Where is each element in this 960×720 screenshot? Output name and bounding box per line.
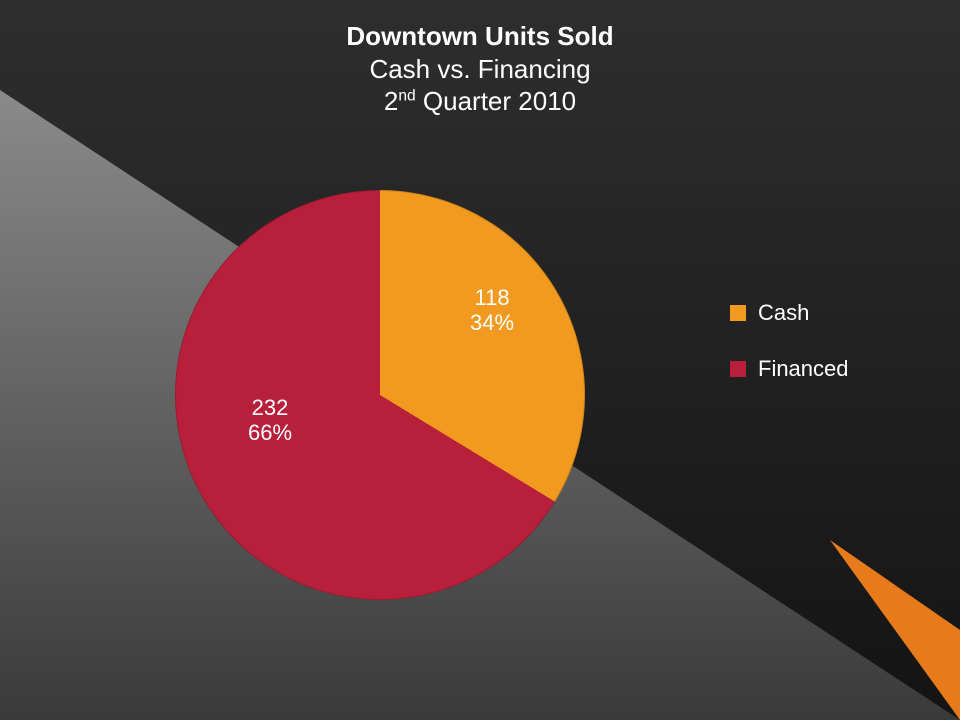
legend: Cash Financed [730, 300, 849, 412]
chart-title-line3-super: nd [398, 87, 415, 104]
legend-label-cash: Cash [758, 300, 809, 326]
slide-stage: Downtown Units Sold Cash vs. Financing 2… [0, 0, 960, 720]
chart-title-line3-prefix: 2 [384, 86, 398, 116]
slice-percent-cash: 34% [470, 310, 514, 335]
slice-label-cash: 118 34% [470, 285, 514, 336]
legend-swatch-cash [730, 305, 746, 321]
pie-chart [175, 190, 585, 600]
legend-item-cash: Cash [730, 300, 849, 326]
chart-title-line3: 2nd Quarter 2010 [0, 85, 960, 118]
chart-title-block: Downtown Units Sold Cash vs. Financing 2… [0, 20, 960, 118]
legend-item-financed: Financed [730, 356, 849, 382]
chart-title-line1: Downtown Units Sold [0, 20, 960, 53]
slice-value-financed: 232 [252, 395, 289, 420]
legend-swatch-financed [730, 361, 746, 377]
slice-label-financed: 232 66% [248, 395, 292, 446]
chart-title-line2: Cash vs. Financing [0, 53, 960, 86]
legend-label-financed: Financed [758, 356, 849, 382]
slice-value-cash: 118 [474, 285, 509, 310]
chart-title-line3-suffix: Quarter 2010 [416, 86, 576, 116]
slice-percent-financed: 66% [248, 420, 292, 445]
